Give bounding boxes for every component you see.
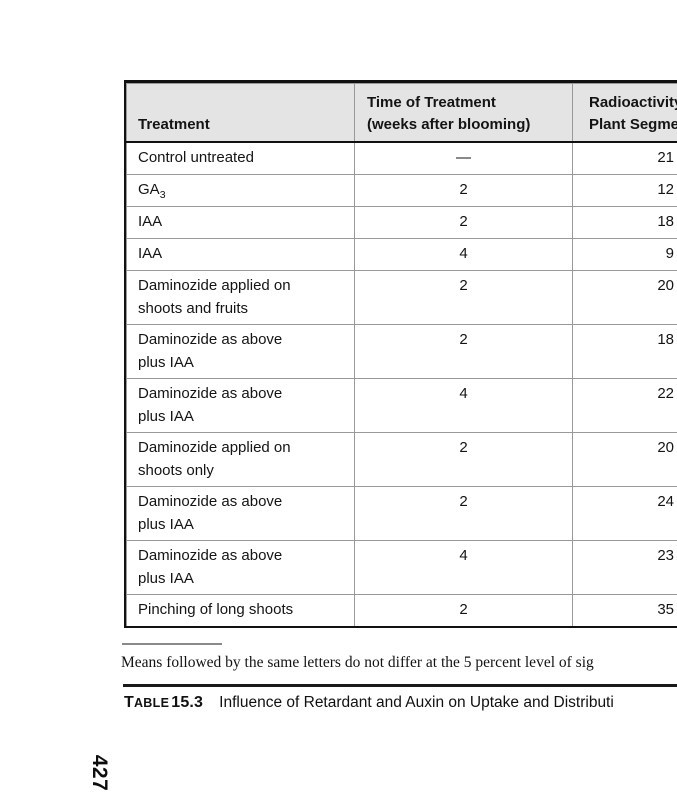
time-cell: 2 <box>354 269 573 325</box>
column-header-radioactivity: Radioactivity Plant Segme <box>572 83 677 143</box>
value-text: 20 <box>657 438 674 456</box>
treatment-text: GA <box>138 180 160 198</box>
treatment-cell: Daminozide as above plus IAA <box>126 539 355 595</box>
caption-label-initial: T <box>124 694 134 711</box>
treatment-cell: GA3 <box>126 173 355 207</box>
treatment-subscript: 3 <box>159 188 166 201</box>
treatment-cell: Daminozide applied on shoots only <box>126 431 355 487</box>
value-text: 21 <box>657 148 674 166</box>
page-number: 427 <box>88 754 111 792</box>
treatment-text-line2: plus IAA <box>138 569 194 587</box>
table-row: Control untreated — 21 <box>126 141 677 175</box>
time-cell: — <box>354 141 573 175</box>
treatment-cell: IAA <box>126 237 355 271</box>
value-text: 12 <box>657 180 674 198</box>
table-row: Daminozide applied on shoots and fruits 2… <box>126 269 677 325</box>
treatment-cell: IAA <box>126 205 355 239</box>
value-cell: 18 <box>572 323 677 379</box>
column-header-time: Time of Treatment (weeks after blooming) <box>354 83 573 143</box>
table-row: Daminozide as above plus IAA 2 18 <box>126 323 677 379</box>
treatment-text: Daminozide as above <box>138 492 283 510</box>
value-text: 18 <box>657 330 674 348</box>
treatment-text-line2: plus IAA <box>138 407 194 425</box>
data-table: Treatment Time of Treatment (weeks after… <box>124 80 677 628</box>
table-header-row: Treatment Time of Treatment (weeks after… <box>126 83 677 143</box>
value-cell: 21 <box>572 141 677 175</box>
table-row: Daminozide applied on shoots only 2 20 <box>126 431 677 487</box>
value-cell: 24 <box>572 485 677 541</box>
column-header-label: Radioactivity <box>589 93 677 111</box>
value-cell: 20 <box>572 269 677 325</box>
treatment-text-line2: plus IAA <box>138 515 194 533</box>
value-text: 20 <box>657 276 674 294</box>
column-header-label: Plant Segme <box>589 115 677 133</box>
treatment-text: Pinching of long shoots <box>138 600 294 618</box>
treatment-text: Daminozide as above <box>138 546 283 564</box>
time-cell: 2 <box>354 173 573 207</box>
time-cell: 4 <box>354 539 573 595</box>
caption-number: 15.3 <box>171 694 204 711</box>
value-cell: 23 <box>572 539 677 595</box>
value-cell: 12 <box>572 173 677 207</box>
column-header-label: Treatment <box>138 115 210 133</box>
table-row: IAA 4 9 <box>126 237 677 271</box>
value-text: 9 <box>665 244 674 262</box>
treatment-text: IAA <box>138 212 163 230</box>
column-header-treatment: Treatment <box>126 83 355 143</box>
value-cell: 35 <box>572 593 677 626</box>
treatment-text: IAA <box>138 244 163 262</box>
value-cell: 20 <box>572 431 677 487</box>
time-cell: 2 <box>354 593 573 626</box>
treatment-text: Daminozide as above <box>138 384 283 402</box>
column-header-label: Time of Treatment <box>367 93 496 111</box>
value-text: 35 <box>657 600 674 618</box>
caption-title: Influence of Retardant and Auxin on Upta… <box>219 694 614 711</box>
table-footnote: Means followed by the same letters do no… <box>121 654 594 671</box>
table-row: Daminozide as above plus IAA 4 23 <box>126 539 677 595</box>
treatment-cell: Control untreated <box>126 141 355 175</box>
value-text: 18 <box>657 212 674 230</box>
value-text: 24 <box>657 492 674 510</box>
treatment-text-line2: shoots and fruits <box>138 299 249 317</box>
footnote-rule <box>122 643 222 645</box>
treatment-cell: Pinching of long shoots <box>126 593 355 626</box>
table-row: Daminozide as above plus IAA 4 22 <box>126 377 677 433</box>
time-cell: 2 <box>354 205 573 239</box>
table-row: IAA 2 18 <box>126 205 677 239</box>
value-text: 23 <box>657 546 674 564</box>
treatment-text: Control untreated <box>138 148 254 166</box>
time-cell: 2 <box>354 323 573 379</box>
table-caption: TABLE 15.3 Influence of Retardant and Auxi… <box>124 692 677 714</box>
time-cell: 4 <box>354 377 573 433</box>
time-cell: 2 <box>354 431 573 487</box>
treatment-text: Daminozide as above <box>138 330 283 348</box>
treatment-cell: Daminozide as above plus IAA <box>126 323 355 379</box>
table-row: Pinching of long shoots 2 35 <box>126 593 677 626</box>
value-cell: 18 <box>572 205 677 239</box>
value-cell: 9 <box>572 237 677 271</box>
column-header-label: (weeks after blooming) <box>367 115 531 133</box>
table-row: Daminozide as above plus IAA 2 24 <box>126 485 677 541</box>
treatment-cell: Daminozide as above plus IAA <box>126 485 355 541</box>
treatment-text: Daminozide applied on <box>138 438 291 456</box>
treatment-text-line2: plus IAA <box>138 353 194 371</box>
treatment-cell: Daminozide as above plus IAA <box>126 377 355 433</box>
treatment-text: Daminozide applied on <box>138 276 291 294</box>
treatment-text-line2: shoots only <box>138 461 214 479</box>
table-row: GA3 2 12 <box>126 173 677 207</box>
value-text: 22 <box>657 384 674 402</box>
caption-label: TABLE 15.3 <box>124 694 203 711</box>
value-cell: 22 <box>572 377 677 433</box>
time-cell: 2 <box>354 485 573 541</box>
caption-rule <box>123 684 677 687</box>
caption-label-rest: ABLE <box>133 696 170 710</box>
time-cell: 4 <box>354 237 573 271</box>
treatment-cell: Daminozide applied on shoots and fruits <box>126 269 355 325</box>
